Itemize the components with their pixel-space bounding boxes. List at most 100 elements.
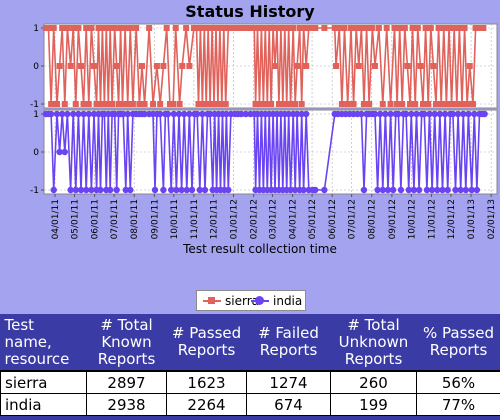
- data-point-sierra: [95, 25, 102, 31]
- data-point-sierra: [425, 101, 432, 107]
- data-point-india: [439, 186, 446, 194]
- data-point-sierra: [97, 101, 104, 107]
- data-point-india: [186, 110, 193, 118]
- data-point-sierra: [290, 25, 297, 31]
- data-point-sierra: [407, 101, 414, 107]
- data-point-sierra: [107, 25, 114, 31]
- data-point-india: [175, 110, 183, 118]
- chart-legend: sierra india: [196, 290, 306, 311]
- data-point-india: [460, 110, 467, 118]
- data-point-sierra: [391, 25, 398, 31]
- data-point-sierra: [166, 101, 173, 107]
- header-total-known: # Total Known Reports: [97, 315, 156, 368]
- data-point-sierra: [136, 101, 143, 107]
- data-point-india: [395, 110, 402, 118]
- data-point-sierra: [247, 25, 254, 31]
- x-tick-label: 06/01/12: [328, 199, 338, 239]
- data-point-india: [168, 186, 175, 194]
- data-point-sierra: [270, 25, 277, 31]
- data-point-india: [457, 186, 464, 194]
- data-point-sierra: [387, 101, 394, 107]
- data-point-sierra: [312, 25, 319, 31]
- data-point-sierra: [235, 25, 242, 31]
- data-point-sierra: [256, 101, 263, 107]
- data-point-india: [50, 186, 57, 194]
- data-point-sierra: [203, 101, 210, 107]
- data-point-sierra: [153, 63, 160, 69]
- data-point-india: [53, 110, 61, 118]
- cell-total-known: 2897: [86, 370, 167, 394]
- data-point-sierra: [451, 25, 458, 31]
- data-point-india: [481, 110, 488, 118]
- data-point-sierra: [453, 101, 460, 107]
- data-point-india: [449, 110, 457, 118]
- data-point-india: [397, 186, 405, 194]
- data-point-sierra: [45, 25, 52, 31]
- data-point-sierra: [379, 101, 386, 107]
- x-tick-label: 01/01/13: [467, 199, 477, 239]
- data-point-sierra: [113, 63, 120, 69]
- y-tick-label: 1: [33, 110, 39, 120]
- data-point-sierra: [205, 25, 212, 31]
- data-point-sierra: [292, 101, 299, 107]
- data-point-india: [113, 186, 120, 194]
- plot-panel-india: -1 0 1: [30, 109, 498, 196]
- data-point-india: [382, 110, 389, 118]
- data-point-india: [387, 110, 394, 118]
- data-point-sierra: [266, 25, 273, 31]
- data-point-india: [223, 110, 230, 118]
- x-tick-label: 10/01/11: [170, 199, 180, 239]
- data-point-sierra: [111, 25, 118, 31]
- data-point-sierra: [179, 63, 186, 69]
- data-point-sierra: [285, 25, 292, 31]
- data-point-india: [97, 186, 104, 194]
- data-point-india: [421, 110, 428, 118]
- data-point-sierra: [264, 101, 271, 107]
- data-point-sierra: [440, 25, 447, 31]
- data-point-india: [85, 110, 92, 118]
- summary-header-row: Test name, resource # Total Known Report…: [1, 314, 500, 371]
- data-point-sierra: [303, 63, 310, 69]
- data-point-sierra: [260, 101, 267, 107]
- y-tick-label: 0: [33, 148, 39, 158]
- data-point-sierra: [355, 63, 362, 69]
- data-point-sierra: [279, 101, 286, 107]
- data-point-india: [70, 110, 77, 118]
- data-point-sierra: [394, 101, 401, 107]
- cell-test-name: sierra: [0, 370, 87, 394]
- data-point-sierra: [207, 101, 214, 107]
- data-point-sierra: [227, 25, 234, 31]
- data-point-india: [431, 110, 438, 118]
- x-tick-label: 05/01/12: [308, 199, 318, 239]
- summary-table-panel: Test name, resource # Total Known Report…: [0, 314, 500, 420]
- data-point-india: [61, 148, 68, 156]
- data-point-sierra: [409, 25, 416, 31]
- data-point-sierra: [222, 101, 229, 107]
- data-point-sierra: [258, 25, 265, 31]
- data-point-india: [206, 110, 214, 118]
- data-point-sierra: [331, 25, 338, 31]
- x-tick-label: 11/01/11: [190, 199, 200, 239]
- data-point-sierra: [61, 101, 68, 107]
- data-point-india: [160, 186, 167, 194]
- cell-total-unknown: 199: [330, 393, 417, 416]
- data-point-sierra: [80, 101, 87, 107]
- data-point-sierra: [216, 25, 223, 31]
- data-point-india: [408, 110, 415, 118]
- data-point-sierra: [399, 101, 406, 107]
- table-row: india 2938 2264 674 199 77%: [0, 393, 500, 416]
- data-point-sierra: [435, 25, 442, 31]
- data-point-sierra: [176, 101, 183, 107]
- data-point-sierra: [252, 101, 259, 107]
- data-point-sierra: [287, 101, 294, 107]
- data-point-sierra: [448, 101, 455, 107]
- data-point-india: [193, 110, 201, 118]
- x-tick-label: 04/01/11: [51, 199, 61, 239]
- data-point-sierra: [443, 101, 450, 107]
- data-point-sierra: [59, 25, 66, 31]
- data-point-sierra: [445, 25, 452, 31]
- data-point-sierra: [466, 63, 473, 69]
- data-point-india: [298, 110, 305, 118]
- cell-percent-passed: 77%: [416, 393, 500, 416]
- data-point-india: [413, 110, 420, 118]
